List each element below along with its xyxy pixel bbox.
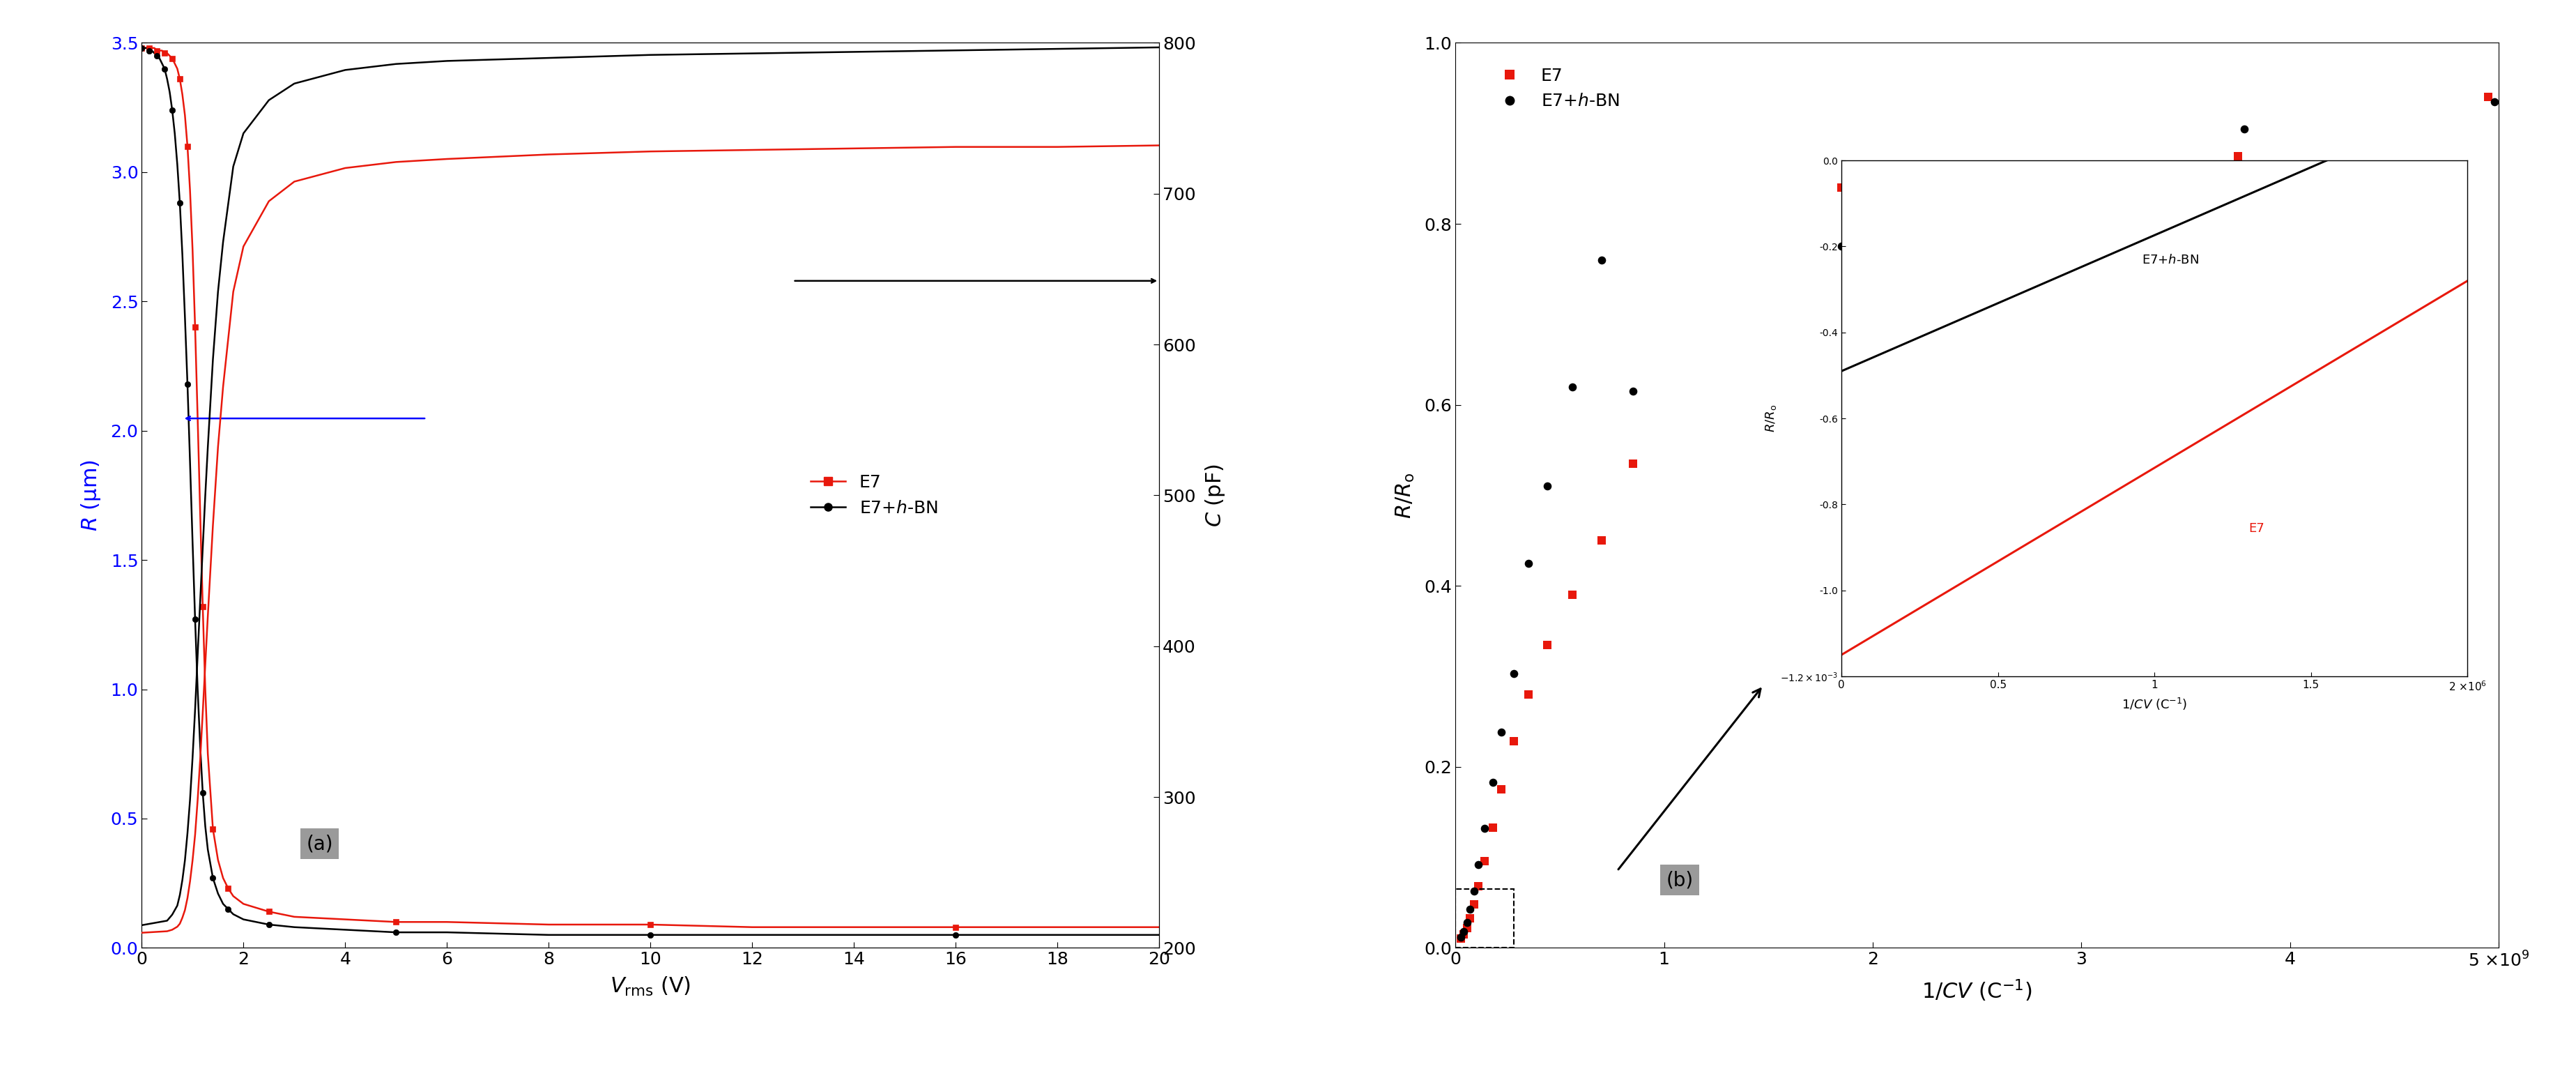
Point <box>2218 148 2259 165</box>
Text: (b): (b) <box>1667 871 1692 890</box>
Point <box>1440 929 1481 946</box>
Point <box>1613 455 1654 472</box>
Point <box>2468 89 2509 106</box>
Y-axis label: $R/R_\mathrm{o}$: $R/R_\mathrm{o}$ <box>1765 405 1777 433</box>
Point <box>1450 901 1492 918</box>
Point <box>1450 909 1492 926</box>
X-axis label: 1/$CV$ (C$^{-1}$): 1/$CV$ (C$^{-1}$) <box>2123 696 2187 712</box>
Y-axis label: $R/R_\mathrm{o}$: $R/R_\mathrm{o}$ <box>1394 472 1417 518</box>
Point <box>1453 883 1494 900</box>
Point <box>1494 733 1535 750</box>
Text: E7+$h$-BN: E7+$h$-BN <box>2141 254 2200 267</box>
Point <box>1507 555 1548 572</box>
Text: E7: E7 <box>2249 523 2264 534</box>
Y-axis label: $C$ (pF): $C$ (pF) <box>1203 464 1226 527</box>
Point <box>1458 856 1499 873</box>
Point <box>1613 382 1654 399</box>
Point <box>1481 724 1522 741</box>
Point <box>1582 252 1623 269</box>
Point <box>1445 919 1486 936</box>
Point <box>1481 781 1522 798</box>
X-axis label: 1/$CV$ (C$^{-1}$): 1/$CV$ (C$^{-1}$) <box>1922 978 2032 1004</box>
Point <box>1473 773 1515 790</box>
Legend: E7, E7+$h$-BN: E7, E7+$h$-BN <box>1484 61 1625 117</box>
Point <box>1494 665 1535 682</box>
Point <box>1551 586 1592 603</box>
Point <box>2223 120 2264 137</box>
Point <box>1507 685 1548 703</box>
Point <box>1528 478 1569 495</box>
Point <box>1458 878 1499 895</box>
Point <box>1582 532 1623 549</box>
Point <box>2473 93 2514 110</box>
Point <box>1443 925 1484 942</box>
Point <box>1463 819 1504 836</box>
Point <box>1463 853 1504 870</box>
Text: (a): (a) <box>307 834 332 854</box>
Point <box>1847 207 1888 224</box>
Point <box>1473 819 1515 836</box>
Point <box>1440 931 1481 948</box>
Point <box>1445 914 1486 931</box>
Point <box>1443 923 1484 940</box>
X-axis label: $V_\mathrm{rms}$ (V): $V_\mathrm{rms}$ (V) <box>611 976 690 998</box>
Point <box>1453 895 1494 912</box>
Point <box>1821 179 1862 196</box>
Bar <box>1455 889 1515 948</box>
Point <box>1821 238 1862 255</box>
Point <box>1528 636 1569 653</box>
Legend: E7, E7+$h$-BN: E7, E7+$h$-BN <box>804 467 945 524</box>
Point <box>1847 156 1888 174</box>
Point <box>1551 378 1592 395</box>
Y-axis label: $R$ (μm): $R$ (μm) <box>80 459 103 531</box>
